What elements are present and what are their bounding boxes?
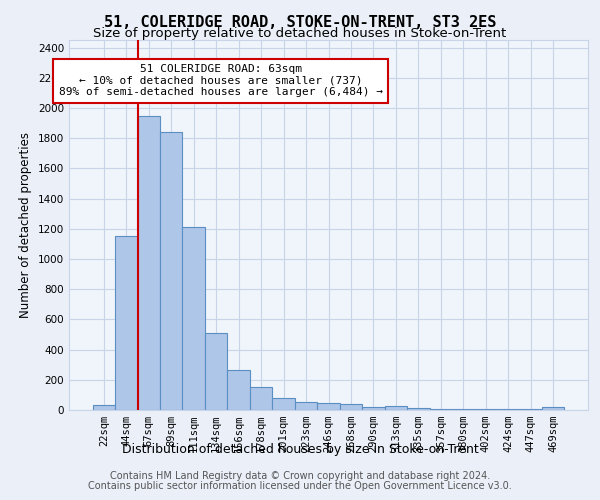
Bar bbox=[497, 409, 520, 410]
Bar bbox=[452, 409, 475, 410]
Bar bbox=[340, 404, 362, 410]
Bar bbox=[182, 228, 205, 410]
Y-axis label: Number of detached properties: Number of detached properties bbox=[19, 132, 32, 318]
Bar bbox=[542, 407, 565, 410]
Bar bbox=[160, 132, 182, 410]
Bar bbox=[407, 408, 430, 410]
Text: Contains HM Land Registry data © Crown copyright and database right 2024.: Contains HM Land Registry data © Crown c… bbox=[110, 471, 490, 481]
Bar bbox=[520, 409, 542, 410]
Bar bbox=[362, 407, 385, 410]
Bar bbox=[205, 333, 227, 410]
Bar bbox=[295, 402, 317, 410]
Bar bbox=[227, 370, 250, 410]
Bar bbox=[317, 403, 340, 410]
Bar bbox=[92, 406, 115, 410]
Bar bbox=[475, 409, 497, 410]
Bar bbox=[115, 236, 137, 410]
Bar bbox=[137, 116, 160, 410]
Bar bbox=[272, 398, 295, 410]
Text: Contains public sector information licensed under the Open Government Licence v3: Contains public sector information licen… bbox=[88, 481, 512, 491]
Text: 51, COLERIDGE ROAD, STOKE-ON-TRENT, ST3 2ES: 51, COLERIDGE ROAD, STOKE-ON-TRENT, ST3 … bbox=[104, 15, 496, 30]
Bar bbox=[250, 386, 272, 410]
Text: Size of property relative to detached houses in Stoke-on-Trent: Size of property relative to detached ho… bbox=[94, 28, 506, 40]
Bar bbox=[385, 406, 407, 410]
Text: Distribution of detached houses by size in Stoke-on-Trent: Distribution of detached houses by size … bbox=[122, 442, 478, 456]
Bar bbox=[430, 409, 452, 410]
Text: 51 COLERIDGE ROAD: 63sqm
← 10% of detached houses are smaller (737)
89% of semi-: 51 COLERIDGE ROAD: 63sqm ← 10% of detach… bbox=[59, 64, 383, 98]
